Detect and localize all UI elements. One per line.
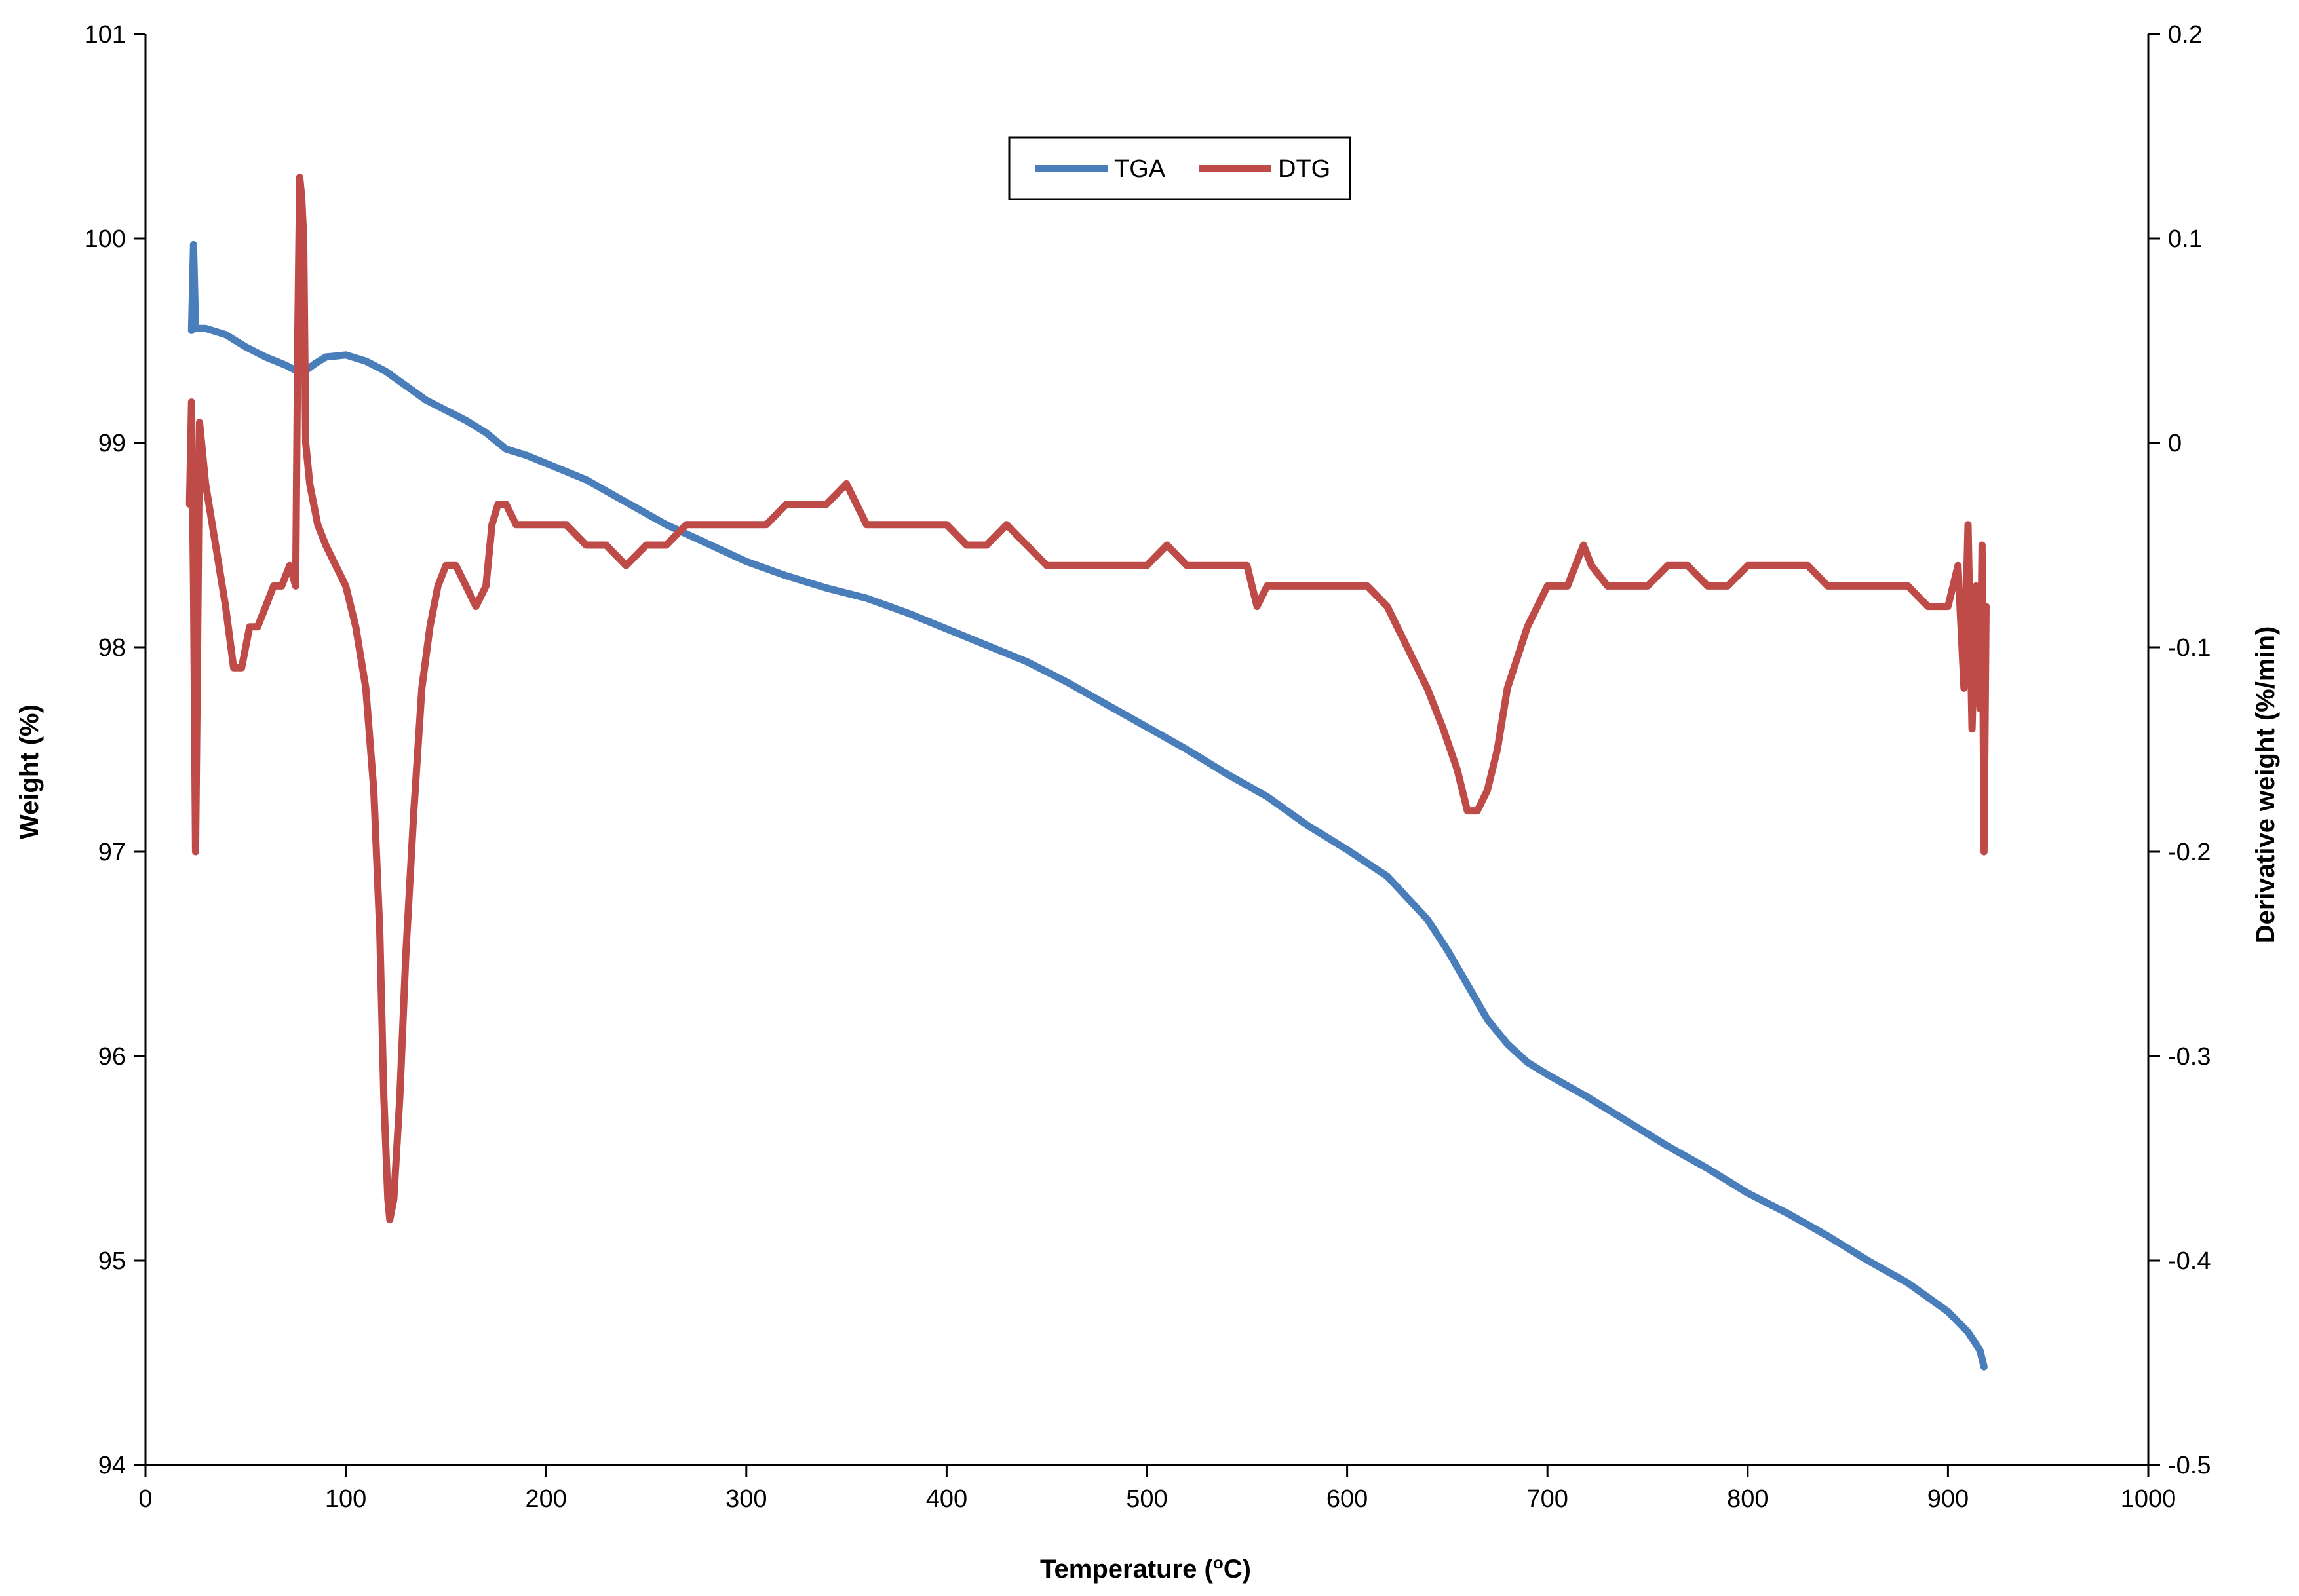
legend-label-tga: TGA [1114,155,1166,183]
y2-tick-label: -0.5 [2168,1452,2211,1479]
y-tick-label: 95 [98,1247,126,1275]
y2-tick-label: -0.3 [2168,1043,2211,1071]
x-tick-label: 800 [1727,1485,1768,1513]
y2-tick-label: 0 [2168,430,2182,457]
y-axis-title: Weight (%) [15,704,44,839]
y-axis-ticks: 94 95 96 97 98 99 100 101 [85,21,145,1479]
y-tick-label: 99 [98,430,126,457]
legend-label-dtg: DTG [1278,155,1330,183]
y-tick-label: 101 [85,21,126,48]
x-axis-title: Temperature (oC) [1040,1553,1251,1584]
y-tick-label: 97 [98,839,126,866]
x-tick-label: 500 [1126,1485,1167,1513]
y2-tick-label: 0.1 [2168,225,2203,253]
y2-axis-ticks: -0.5 -0.4 -0.3 -0.2 -0.1 0 0.1 0.2 [2148,21,2211,1479]
y2-tick-label: -0.4 [2168,1247,2211,1275]
x-tick-label: 600 [1326,1485,1368,1513]
x-axis-ticks: 0 100 200 300 400 500 600 700 800 900 1000 [138,1465,2176,1513]
legend: TGA DTG [1008,136,1351,200]
x-tick-label: 700 [1526,1485,1568,1513]
x-tick-label: 400 [926,1485,967,1513]
y2-tick-label: -0.2 [2168,839,2211,866]
y2-tick-label: 0.2 [2168,21,2203,48]
x-tick-label: 100 [325,1485,366,1513]
x-tick-label: 300 [725,1485,767,1513]
x-tick-label: 1000 [2121,1485,2176,1513]
y-tick-label: 96 [98,1043,126,1071]
series-line-tga [187,240,1988,1371]
series-layer [185,173,1990,1371]
x-tick-label: 0 [138,1485,152,1513]
y2-axis-title: Derivative weight (%/min) [2251,626,2280,944]
x-tick-label: 200 [525,1485,566,1513]
y2-tick-label: -0.1 [2168,634,2211,662]
series-line-dtg [185,173,1990,1224]
x-axis-title-superscript: o [1213,1553,1224,1572]
x-tick-label: 900 [1927,1485,1969,1513]
y-tick-label: 94 [98,1452,126,1479]
y-tick-label: 98 [98,634,126,662]
y-tick-label: 100 [85,225,126,253]
